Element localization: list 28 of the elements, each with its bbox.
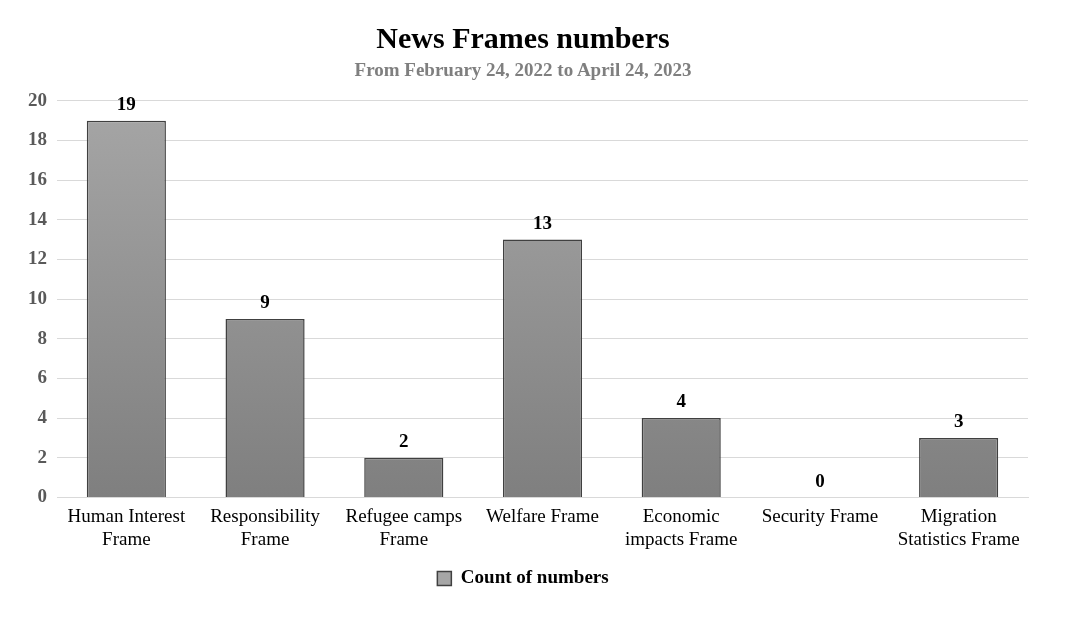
y-tick-label: 14	[28, 207, 48, 229]
data-label: 3	[953, 410, 964, 432]
y-tick-label: 4	[37, 405, 48, 427]
x-tick-label: Migration Statistics Frame	[897, 504, 1020, 549]
y-tick-label: 6	[37, 366, 47, 388]
data-label: 2	[399, 430, 409, 452]
y-tick-label: 16	[28, 168, 47, 190]
chart-subtitle: From February 24, 2022 to April 24, 2023	[354, 59, 692, 81]
data-label: 13	[533, 212, 552, 234]
x-tick-label: Refugee camps Frame	[345, 504, 463, 549]
legend-label: Count of numbers	[460, 566, 609, 588]
y-tick-label: 2	[37, 445, 47, 467]
y-tick-label: 20	[28, 88, 47, 110]
data-label: 0	[815, 469, 825, 491]
y-tick-label: 10	[28, 287, 47, 309]
data-label: 19	[116, 93, 136, 115]
y-tick-label: 0	[37, 485, 47, 507]
y-tick-label: 12	[28, 247, 47, 269]
x-tick-label: Welfare Frame	[486, 504, 599, 526]
x-tick-label: Human Interest Frame	[67, 504, 186, 549]
x-tick-label: Security Frame	[761, 504, 879, 526]
x-tick-label: Responsibility Frame	[210, 504, 321, 549]
chart-title: News Frames numbers	[376, 20, 670, 54]
x-tick-label: Economic impacts Frame	[625, 504, 738, 549]
y-tick-label: 8	[37, 326, 47, 348]
data-label: 4	[676, 390, 687, 412]
y-tick-label: 18	[28, 128, 47, 150]
data-label: 9	[260, 291, 270, 313]
